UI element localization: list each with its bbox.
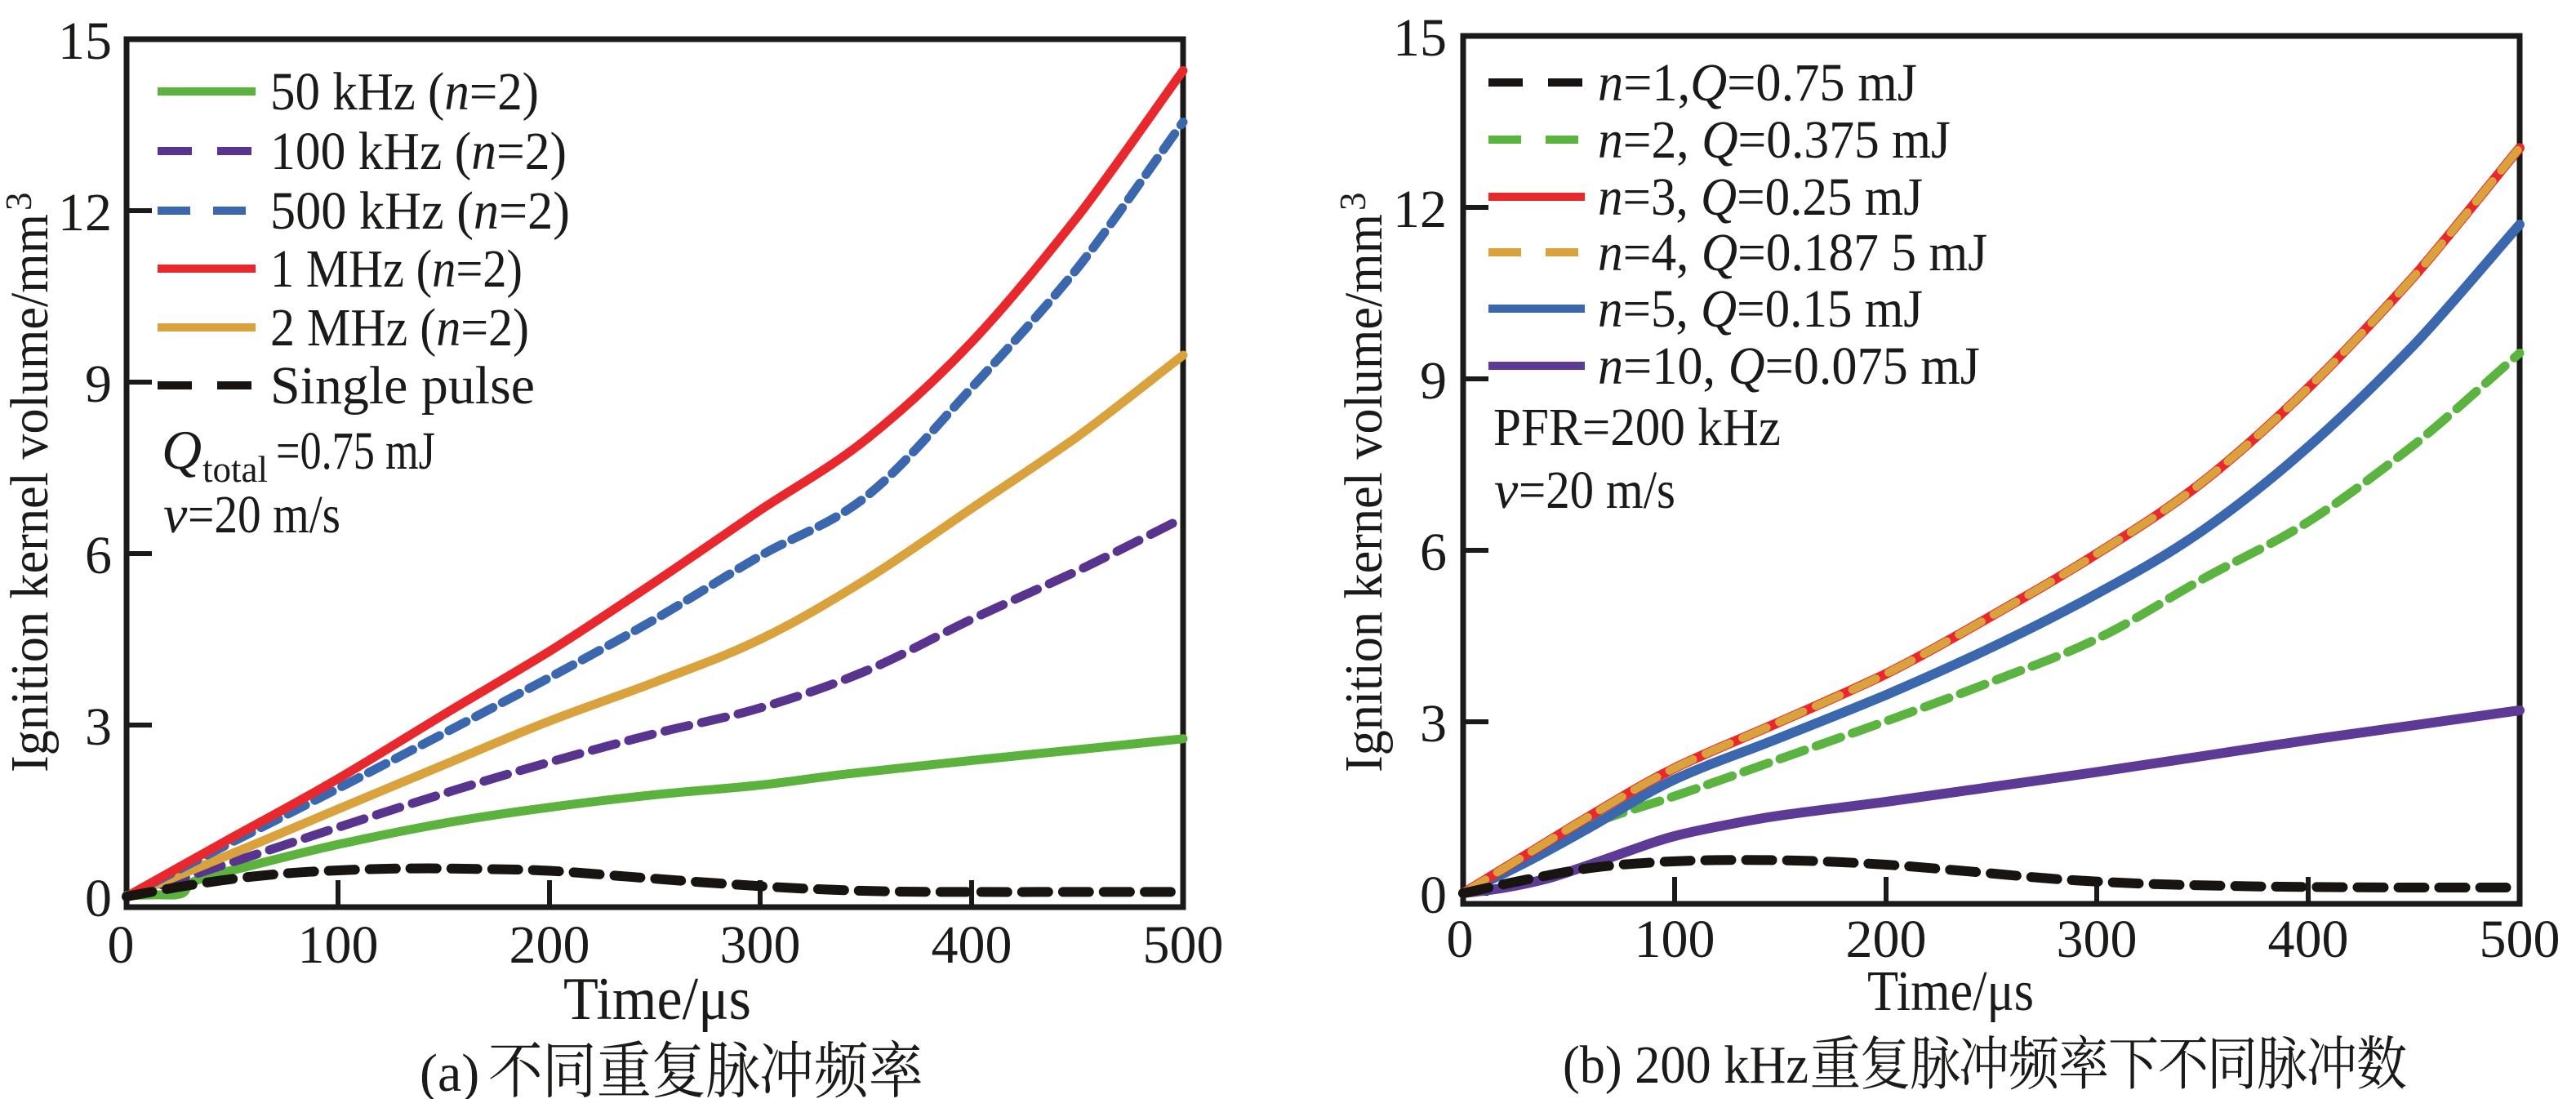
svg-text:n=1,Q=0.75 mJ: n=1,Q=0.75 mJ <box>1598 53 1917 113</box>
svg-text:100 kHz (n=2): 100 kHz (n=2) <box>270 122 567 181</box>
svg-text:n=3, Q=0.25 mJ: n=3, Q=0.25 mJ <box>1598 167 1923 227</box>
svg-text:50 kHz (n=2): 50 kHz (n=2) <box>270 62 539 122</box>
svg-text:200: 200 <box>1846 910 1927 969</box>
svg-text:Ignition kernel volume/mm: Ignition kernel volume/mm <box>0 214 60 772</box>
svg-text:500: 500 <box>1143 915 1224 975</box>
svg-text:300: 300 <box>720 915 801 975</box>
svg-text:12: 12 <box>58 183 112 242</box>
svg-text:total: total <box>202 449 268 490</box>
svg-text:=20 m/s: =20 m/s <box>188 485 340 545</box>
svg-text:2 MHz (n=2): 2 MHz (n=2) <box>270 298 529 358</box>
svg-text:Time/μs: Time/μs <box>1867 960 2034 1023</box>
svg-text:12: 12 <box>1393 180 1447 239</box>
svg-text:100: 100 <box>1635 910 1715 969</box>
svg-text:6: 6 <box>85 526 112 585</box>
svg-text:400: 400 <box>932 915 1012 975</box>
svg-text:n=4, Q=0.187 5 mJ: n=4, Q=0.187 5 mJ <box>1598 223 1987 283</box>
svg-text:n=10, Q=0.075 mJ: n=10, Q=0.075 mJ <box>1598 336 1980 396</box>
svg-text:Q: Q <box>162 419 202 481</box>
svg-text:500 kHz (n=2): 500 kHz (n=2) <box>270 181 570 241</box>
svg-text:=20 m/s: =20 m/s <box>1519 461 1675 520</box>
svg-text:PFR=200 kHz: PFR=200 kHz <box>1493 398 1781 457</box>
svg-text:500: 500 <box>2480 910 2560 969</box>
svg-text:3: 3 <box>1420 694 1447 754</box>
svg-text:15: 15 <box>1393 8 1447 68</box>
svg-text:n=2, Q=0.375 mJ: n=2, Q=0.375 mJ <box>1598 110 1951 170</box>
svg-text:Time/μs: Time/μs <box>563 966 751 1033</box>
svg-text:n=5, Q=0.15 mJ: n=5, Q=0.15 mJ <box>1598 279 1923 339</box>
svg-text:3: 3 <box>1332 193 1373 211</box>
svg-text:1 MHz (n=2): 1 MHz (n=2) <box>270 239 523 299</box>
svg-text:0: 0 <box>108 915 135 975</box>
svg-text:300: 300 <box>2057 910 2138 969</box>
svg-text:3: 3 <box>0 193 39 211</box>
svg-text:0: 0 <box>85 869 112 928</box>
svg-text:200: 200 <box>509 915 590 975</box>
svg-text:100: 100 <box>298 915 379 975</box>
svg-text:3: 3 <box>85 697 112 757</box>
svg-text:(b) 200 kHz: (b) 200 kHz <box>1563 1035 1809 1095</box>
svg-text:0: 0 <box>1420 865 1447 925</box>
svg-text:9: 9 <box>1420 351 1447 411</box>
svg-text:9: 9 <box>85 354 112 414</box>
svg-text:Ignition kernel volume/mm: Ignition kernel volume/mm <box>1334 214 1394 772</box>
svg-text:=0.75 mJ: =0.75 mJ <box>276 421 435 481</box>
svg-text:(a): (a) <box>420 1043 479 1099</box>
svg-text:400: 400 <box>2268 910 2349 969</box>
svg-text:15: 15 <box>58 11 112 71</box>
svg-text:v: v <box>1494 461 1519 520</box>
svg-text:0: 0 <box>1447 910 1474 969</box>
svg-text:Single pulse: Single pulse <box>270 356 535 416</box>
svg-text:6: 6 <box>1420 523 1447 582</box>
svg-text:v: v <box>163 485 188 545</box>
